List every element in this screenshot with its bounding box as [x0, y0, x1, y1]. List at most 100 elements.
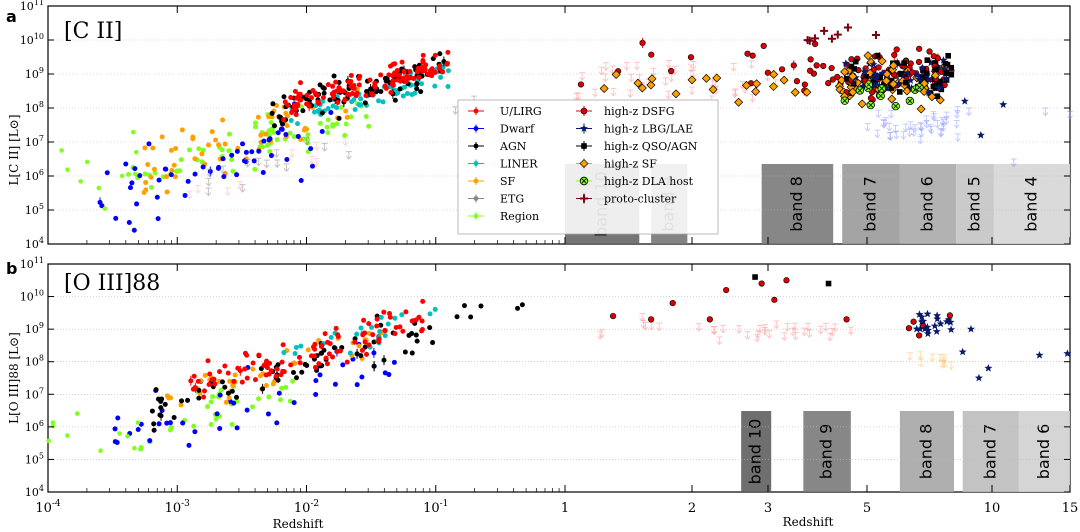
upper-limit: [186, 190, 193, 200]
data-point: [917, 317, 926, 326]
data-point: [279, 121, 285, 127]
data-point: [948, 64, 955, 71]
data-point: [802, 87, 812, 97]
data-point: [687, 54, 695, 61]
data-point: [281, 117, 287, 123]
upper-limit: [929, 353, 936, 363]
ytick-label: 109: [25, 321, 44, 336]
data-point: [361, 317, 367, 323]
data-point: [337, 348, 343, 354]
data-point: [392, 331, 398, 337]
data-point: [201, 394, 207, 400]
data-point: [345, 91, 351, 97]
data-point: [317, 372, 323, 378]
ytick-label: 1011: [20, 0, 44, 13]
data-point: [222, 384, 228, 390]
data-point: [599, 84, 609, 94]
data-point: [348, 83, 354, 89]
data-point: [153, 387, 159, 393]
data-point: [807, 56, 814, 63]
data-point: [833, 30, 842, 39]
upper-limit: [757, 325, 764, 334]
data-point: [306, 103, 312, 109]
data-point-mark: [842, 98, 848, 104]
ytick-label: 108: [25, 100, 44, 115]
data-point: [437, 63, 443, 69]
legend-label: high-z LBG/LAE: [604, 123, 693, 136]
data-point: [291, 400, 297, 406]
data-point: [734, 97, 744, 107]
ytick-label: 105: [25, 451, 44, 466]
data-point: [112, 426, 118, 432]
upper-limit: [194, 185, 201, 194]
data-point: [881, 76, 891, 86]
data-point: [380, 99, 386, 105]
upper-limit: [313, 142, 320, 151]
data-point: [145, 161, 151, 167]
upper-limit: [602, 62, 609, 72]
data-point: [258, 132, 264, 138]
data-point: [274, 366, 280, 372]
data-point: [168, 147, 174, 153]
data-point: [393, 324, 399, 330]
data-point: [96, 185, 102, 191]
data-point: [255, 114, 261, 120]
data-point: [848, 63, 855, 70]
data-point: [135, 420, 141, 425]
data-point: [280, 342, 286, 348]
data-point: [273, 373, 279, 379]
data-point: [253, 124, 259, 130]
data-point: [936, 319, 945, 328]
data-point: [221, 174, 227, 180]
legend-box: [457, 99, 719, 235]
data-point: [924, 75, 933, 84]
data-point: [924, 88, 933, 97]
data-point: [318, 344, 324, 350]
data-point: [294, 375, 300, 381]
data-point: [243, 149, 249, 155]
data-point: [386, 72, 392, 78]
data-point: [723, 286, 730, 294]
data-point: [362, 100, 368, 106]
data-point: [409, 350, 415, 356]
upper-limit: [948, 361, 955, 371]
data-point: [354, 331, 360, 337]
upper-limit: [766, 330, 773, 339]
data-point: [340, 362, 346, 368]
upper-limit: [907, 121, 914, 131]
band-label: band 9: [817, 424, 836, 480]
upper-limit: [321, 142, 328, 152]
data-point: [967, 324, 975, 333]
data-point: [137, 173, 143, 179]
upper-limit: [847, 326, 854, 336]
ytick-label: 1010: [20, 32, 44, 47]
data-point: [173, 145, 179, 151]
band-rect: [842, 164, 900, 244]
upper-limit: [882, 117, 889, 126]
data-point: [312, 90, 318, 96]
data-point: [321, 90, 327, 96]
data-point: [371, 363, 377, 369]
data-point: [366, 342, 372, 348]
data-point: [898, 70, 904, 77]
upper-limit: [598, 66, 605, 76]
data-point: [358, 353, 364, 359]
legend-swatch: [473, 143, 479, 149]
data-point: [309, 163, 315, 169]
data-point: [206, 142, 212, 148]
data-point: [331, 345, 337, 351]
upper-limit: [773, 320, 780, 330]
data-point: [914, 75, 923, 83]
data-point: [888, 85, 895, 91]
upper-limit: [1067, 110, 1073, 120]
data-point: [825, 80, 832, 87]
data-point: [377, 328, 383, 334]
data-point: [432, 306, 438, 312]
data-point-mark: [879, 86, 885, 91]
upper-limit: [931, 113, 938, 122]
data-point: [252, 166, 258, 172]
data-point: [115, 415, 121, 421]
data-point: [669, 299, 676, 307]
upper-limit: [805, 322, 812, 332]
